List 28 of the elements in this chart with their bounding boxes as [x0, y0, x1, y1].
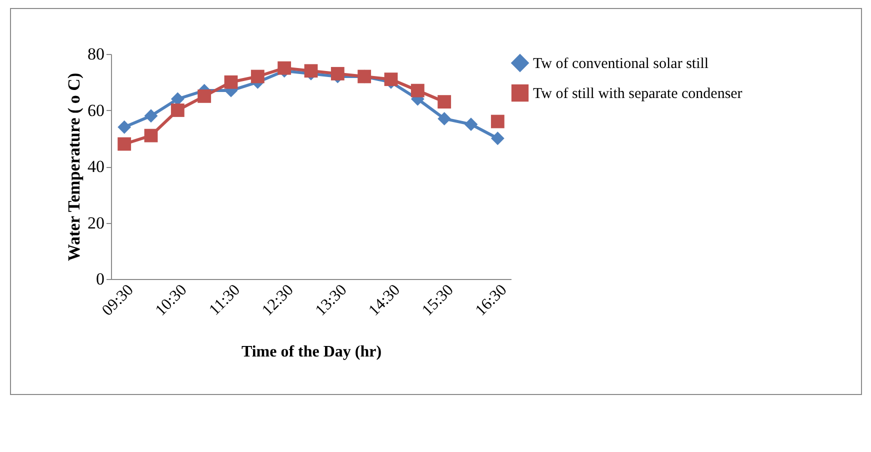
point — [118, 137, 132, 151]
point — [490, 114, 504, 128]
point — [250, 70, 264, 84]
y-axis-title: Water Temperature ( o C) — [64, 72, 84, 262]
y-tick-label: 80 — [88, 44, 104, 64]
point — [410, 84, 424, 98]
point — [330, 66, 344, 80]
point — [118, 120, 132, 134]
y-tick-label: 60 — [88, 100, 104, 120]
point — [170, 92, 184, 106]
point — [438, 112, 452, 126]
point — [304, 64, 318, 78]
point — [490, 132, 504, 146]
point — [144, 128, 158, 142]
point — [384, 72, 398, 86]
x-axis-title: Time of the Day (hr) — [241, 344, 382, 361]
point — [170, 104, 184, 117]
legend-label: Tw of conventional solar still — [533, 56, 709, 72]
y-tick-label: 0 — [96, 270, 104, 288]
point — [144, 109, 158, 123]
point — [198, 89, 212, 103]
point — [224, 75, 238, 89]
point — [438, 95, 452, 109]
y-tick-label: 40 — [88, 157, 104, 176]
legend-label: Tw of still with separate condenser — [533, 86, 742, 102]
point — [464, 118, 478, 132]
point — [278, 61, 292, 75]
y-tick-label: 20 — [88, 213, 104, 232]
